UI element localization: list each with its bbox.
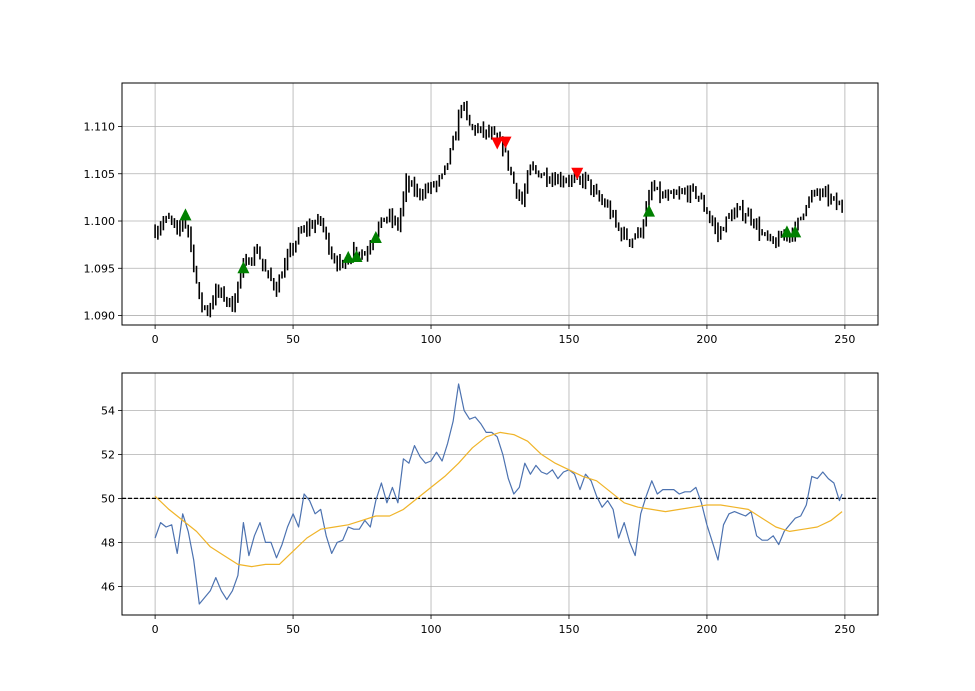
indicator-lines bbox=[154, 383, 843, 605]
buy-signal-marker bbox=[350, 249, 363, 262]
price-bars bbox=[154, 100, 843, 318]
x-tick-label: 0 bbox=[152, 333, 159, 346]
y-tick-label: 1.110 bbox=[84, 120, 116, 133]
sell-signal-marker bbox=[571, 167, 584, 180]
sell-signal-marker bbox=[499, 136, 512, 149]
price-x-axis: 0 50 100 150 200 250 bbox=[152, 325, 855, 346]
y-tick-label: 46 bbox=[101, 580, 115, 593]
buy-signal-marker bbox=[179, 208, 192, 221]
y-tick-label: 54 bbox=[101, 404, 115, 417]
indicator-moving-average-line bbox=[154, 431, 843, 568]
y-tick-label: 1.090 bbox=[84, 310, 116, 323]
y-tick-label: 50 bbox=[101, 492, 115, 505]
x-tick-label: 150 bbox=[558, 333, 579, 346]
price-signals bbox=[179, 136, 802, 274]
price-ohlc-panel: 0 50 100 150 200 250 1.090 1.095 1.100 1.105 1.11… bbox=[84, 82, 879, 346]
x-tick-label: 200 bbox=[696, 333, 717, 346]
x-tick-label: 50 bbox=[286, 333, 300, 346]
buy-signal-marker bbox=[237, 261, 250, 274]
indicator-line-blue bbox=[154, 383, 843, 605]
indicator-grid bbox=[122, 373, 878, 615]
x-tick-label: 100 bbox=[421, 623, 442, 636]
y-tick-label: 48 bbox=[101, 536, 115, 549]
y-tick-label: 52 bbox=[101, 448, 115, 461]
buy-signal-marker bbox=[789, 225, 802, 238]
x-tick-label: 50 bbox=[286, 623, 300, 636]
buy-signal-marker bbox=[780, 225, 793, 238]
indicator-axes-frame bbox=[121, 372, 879, 616]
x-tick-label: 150 bbox=[558, 623, 579, 636]
x-tick-label: 0 bbox=[152, 623, 159, 636]
x-tick-label: 100 bbox=[421, 333, 442, 346]
y-tick-label: 1.105 bbox=[84, 168, 116, 181]
x-tick-label: 250 bbox=[834, 623, 855, 636]
x-tick-label: 250 bbox=[834, 333, 855, 346]
price-y-axis: 1.090 1.095 1.100 1.105 1.110 bbox=[84, 120, 122, 323]
buy-signal-marker bbox=[642, 204, 655, 217]
y-tick-label: 1.100 bbox=[84, 215, 116, 228]
sell-signal-marker bbox=[491, 137, 504, 150]
x-tick-label: 200 bbox=[696, 623, 717, 636]
buy-signal-marker bbox=[342, 250, 355, 263]
price-axes-frame bbox=[121, 82, 879, 326]
y-tick-label: 1.095 bbox=[84, 262, 116, 275]
indicator-y-axis: 46 48 50 52 54 bbox=[101, 404, 122, 593]
buy-signal-marker bbox=[369, 231, 382, 244]
price-grid bbox=[122, 83, 878, 325]
indicator-x-axis: 0 50 100 150 200 250 bbox=[152, 615, 855, 636]
indicator-line-panel: 0 50 100 150 200 250 46 48 50 52 54 bbox=[101, 372, 879, 636]
